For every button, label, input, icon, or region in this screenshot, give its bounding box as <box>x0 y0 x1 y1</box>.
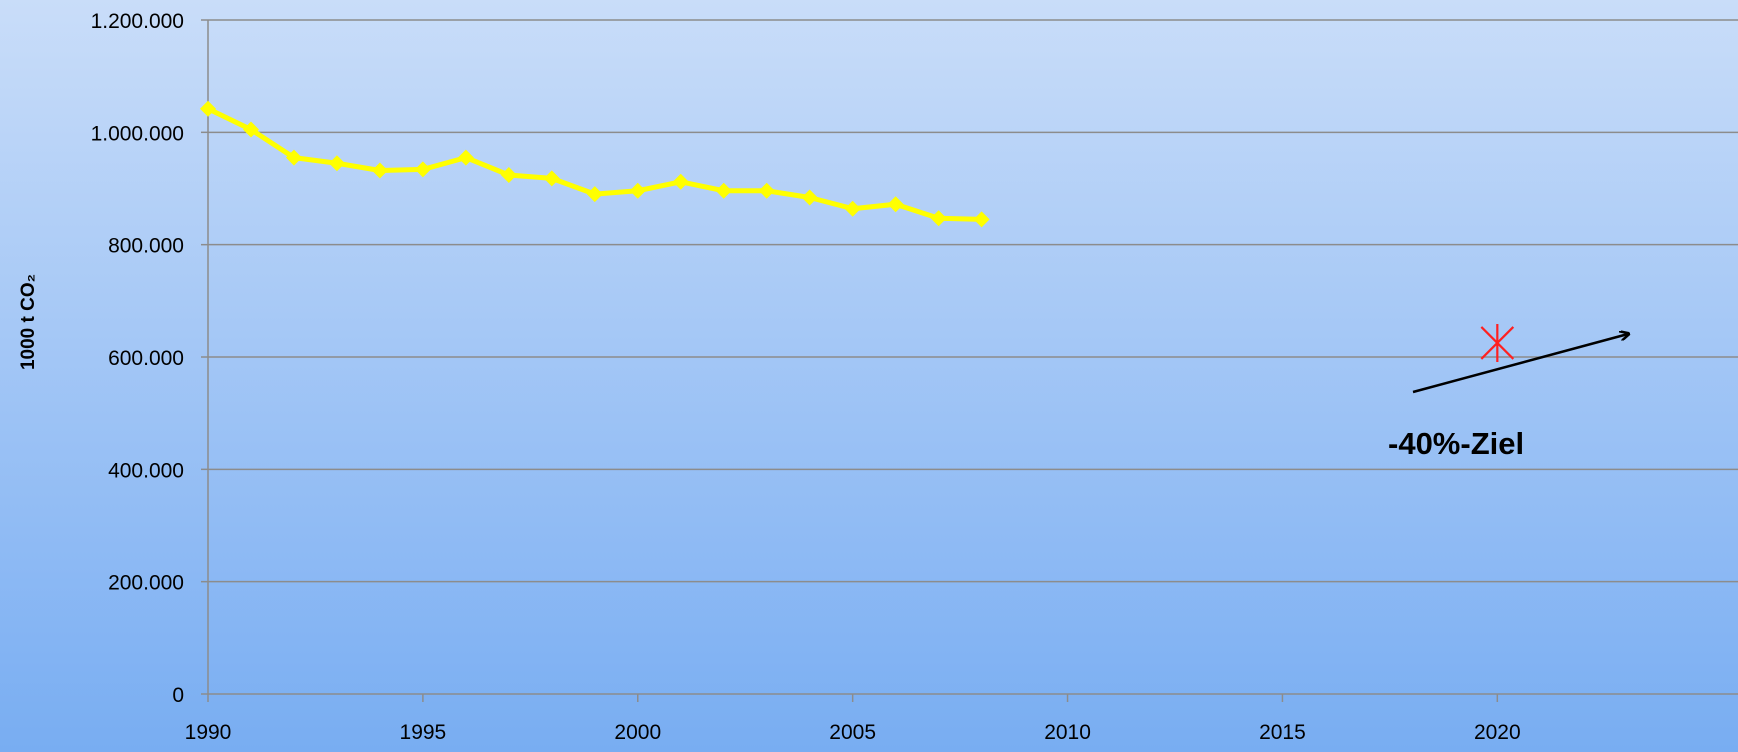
x-tick-label: 2015 <box>1259 721 1306 744</box>
x-tick-label: 2010 <box>1044 721 1091 744</box>
target-point <box>1480 323 1515 362</box>
x-tick-label: 1990 <box>185 721 232 744</box>
x-tick-label: 2005 <box>829 721 876 744</box>
data-point <box>629 182 646 199</box>
y-tick-label: 0 <box>172 684 184 707</box>
y-tick-label: 600.000 <box>108 347 184 370</box>
x-tick-label: 2020 <box>1474 721 1521 744</box>
y-tick-label: 1.000.000 <box>91 122 184 145</box>
data-point <box>586 186 603 203</box>
data-point <box>543 170 560 187</box>
data-point <box>371 162 388 179</box>
y-tick-label: 1.200.000 <box>91 10 184 33</box>
y-tick-label: 400.000 <box>108 459 184 482</box>
data-point <box>328 155 345 172</box>
data-point <box>200 100 216 117</box>
x-tick-label: 2000 <box>614 721 661 744</box>
data-point <box>887 196 904 213</box>
y-tick-label: 200.000 <box>108 572 184 595</box>
data-point <box>242 121 259 138</box>
x-tick-label: 1995 <box>400 721 447 744</box>
data-point <box>801 189 818 206</box>
data-point <box>414 161 431 178</box>
data-point <box>500 167 517 184</box>
data-point <box>758 182 775 199</box>
y-tick-label: 800.000 <box>108 235 184 258</box>
y-axis-label: 1000 t CO₂ <box>18 274 39 370</box>
data-point <box>457 149 474 166</box>
target-cross <box>1480 323 1515 362</box>
data-point <box>844 200 861 217</box>
data-point <box>285 149 302 166</box>
data-point <box>672 173 689 190</box>
annotation: -40%-Ziel <box>1388 426 1524 461</box>
data-point <box>973 211 990 228</box>
annotation-arrow <box>1412 334 1628 394</box>
data-point <box>930 210 947 227</box>
data-point <box>715 182 732 199</box>
